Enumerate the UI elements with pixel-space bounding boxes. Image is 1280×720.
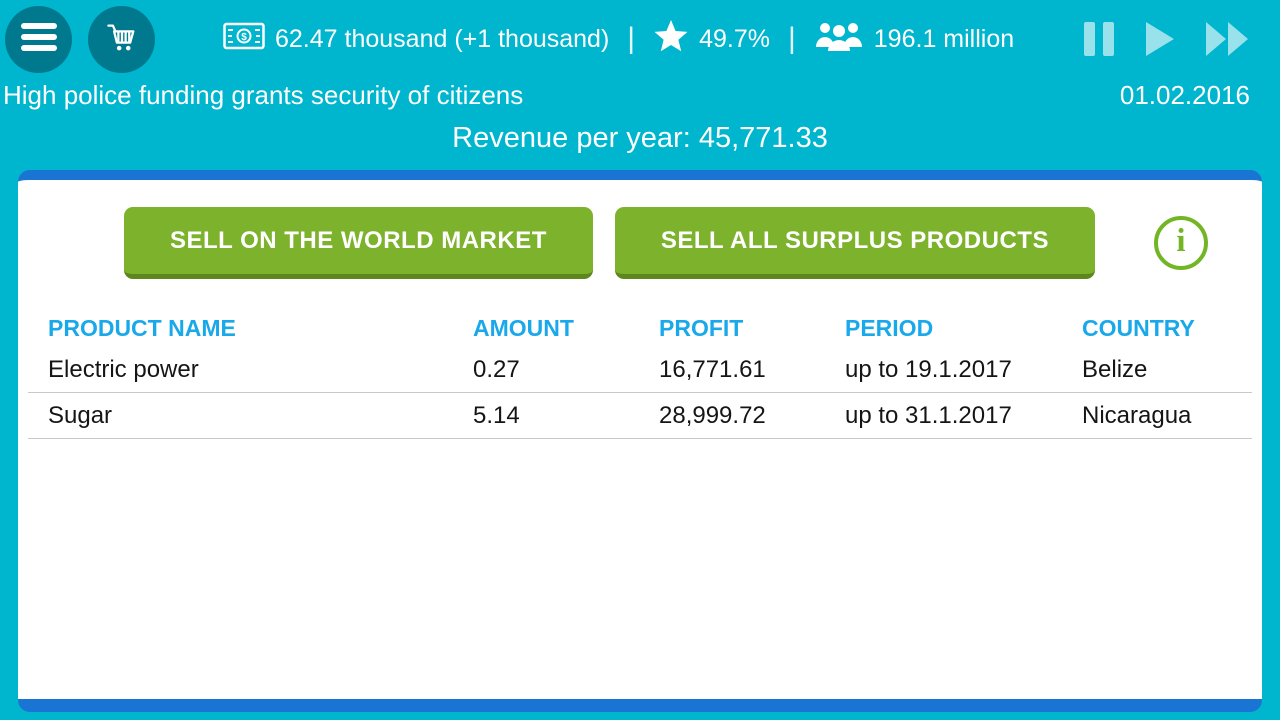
cell-country: Belize: [1082, 355, 1148, 383]
rating-icon: [653, 19, 689, 60]
menu-icon: [20, 22, 57, 56]
col-header-product: PRODUCT NAME: [48, 314, 236, 341]
menu-button[interactable]: [5, 5, 72, 73]
separator: |: [787, 22, 796, 55]
cell-period: up to 31.1.2017: [845, 401, 1012, 429]
cell-country: Nicaragua: [1082, 401, 1192, 429]
cell-amount: 5.14: [473, 401, 520, 429]
population-value: 196.1 million: [873, 24, 1015, 53]
top-toolbar: $ 62.47 thousand (+1 thousand) | 49.7% |: [0, 0, 1280, 78]
col-header-amount: AMOUNT: [473, 314, 574, 341]
cell-profit: 16,771.61: [659, 355, 766, 383]
table-row: Electric power 0.27 16,771.61 up to 19.1…: [28, 347, 1252, 393]
population-icon: [814, 19, 864, 60]
sell-all-surplus-button[interactable]: SELL ALL SURPLUS PRODUCTS: [614, 207, 1095, 279]
cell-profit: 28,999.72: [659, 401, 766, 429]
fast-forward-icon[interactable]: [1206, 22, 1248, 56]
money-stat: $ 62.47 thousand (+1 thousand): [223, 22, 609, 57]
cart-icon: [105, 21, 139, 58]
info-icon[interactable]: i: [1154, 216, 1208, 270]
money-icon: $: [223, 22, 265, 57]
game-date: 01.02.2016: [1119, 80, 1250, 110]
cell-product: Sugar: [48, 401, 113, 429]
cell-product: Electric power: [48, 355, 199, 383]
col-header-profit: PROFIT: [659, 314, 744, 341]
separator: |: [627, 22, 636, 55]
rating-stat: 49.7%: [653, 19, 770, 60]
contracts-table: PRODUCT NAME AMOUNT PROFIT PERIOD COUNTR…: [28, 309, 1252, 439]
table-header-row: PRODUCT NAME AMOUNT PROFIT PERIOD COUNTR…: [28, 309, 1252, 347]
money-value: 62.47 thousand (+1 thousand): [275, 24, 610, 53]
rating-value: 49.7%: [699, 24, 770, 53]
sell-world-market-button[interactable]: SELL ON THE WORLD MARKET: [124, 207, 593, 279]
population-stat: 196.1 million: [814, 19, 1014, 60]
cell-period: up to 19.1.2017: [845, 355, 1012, 383]
play-icon[interactable]: [1146, 22, 1174, 56]
news-row: High police funding grants security of c…: [0, 80, 1280, 111]
pause-icon[interactable]: [1084, 22, 1114, 56]
table-row: Sugar 5.14 28,999.72 up to 31.1.2017 Nic…: [28, 393, 1252, 439]
news-headline: High police funding grants security of c…: [3, 80, 524, 110]
revenue-line: Revenue per year: 45,771.33: [452, 122, 828, 154]
market-actions: SELL ON THE WORLD MARKET SELL ALL SURPLU…: [124, 207, 1208, 279]
col-header-period: PERIOD: [845, 314, 934, 341]
col-header-country: COUNTRY: [1082, 314, 1195, 341]
market-panel: SELL ON THE WORLD MARKET SELL ALL SURPLU…: [18, 170, 1262, 712]
time-controls: [1084, 22, 1254, 56]
svg-text:$: $: [241, 32, 247, 43]
cell-amount: 0.27: [473, 355, 520, 383]
store-button[interactable]: [88, 5, 155, 73]
